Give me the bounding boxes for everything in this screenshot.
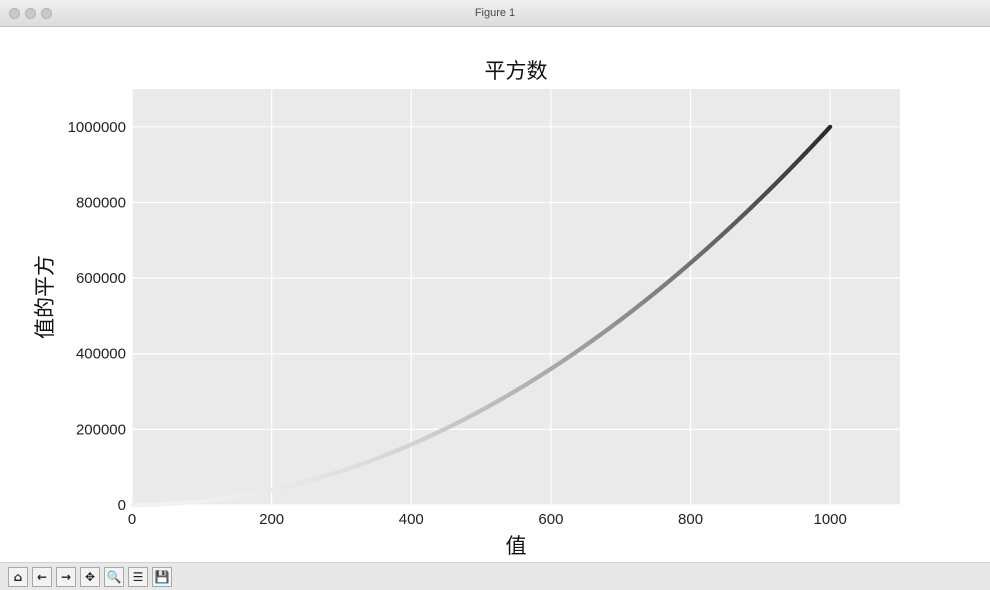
zoom-window-button[interactable] <box>41 8 52 19</box>
plot-area <box>132 89 900 505</box>
back-button[interactable]: ← <box>32 567 52 587</box>
window-title: Figure 1 <box>474 7 516 19</box>
navigation-toolbar: ⌂ ← → ✥ 🔍 ☰ 💾 <box>0 562 990 590</box>
x-tick-label: 800 <box>678 511 703 528</box>
window-titlebar: Figure 1 <box>0 0 990 27</box>
figure-canvas: 0 200 400 600 800 1000 0 200000 400000 600000 8000… <box>0 27 990 562</box>
y-tick-label: 400000 <box>76 346 126 363</box>
pan-button[interactable]: ✥ <box>80 567 100 587</box>
y-tick-label: 1000000 <box>68 119 126 136</box>
pan-icon: ✥ <box>84 570 96 584</box>
square-numbers-chart: 0 200 400 600 800 1000 0 200000 400000 600000 8000… <box>33 59 900 558</box>
save-icon: 💾 <box>154 570 170 584</box>
y-tick-label: 800000 <box>76 194 126 211</box>
home-icon: ⌂ <box>13 570 23 584</box>
forward-icon: → <box>60 570 72 584</box>
home-button[interactable]: ⌂ <box>8 567 28 587</box>
y-tick-label: 0 <box>118 497 126 514</box>
data-point <box>828 124 833 129</box>
zoom-icon: 🔍 <box>106 570 122 584</box>
y-axis-label: 值的平方 <box>33 255 57 339</box>
x-tick-label: 600 <box>538 511 563 528</box>
y-tick-label: 600000 <box>76 270 126 287</box>
zoom-button[interactable]: 🔍 <box>104 567 124 587</box>
minimize-window-button[interactable] <box>25 8 36 19</box>
back-icon: ← <box>36 570 48 584</box>
forward-button[interactable]: → <box>56 567 76 587</box>
save-button[interactable]: 💾 <box>152 567 172 587</box>
subplots-icon: ☰ <box>132 570 144 584</box>
x-tick-label: 200 <box>259 511 284 528</box>
y-tick-label: 200000 <box>76 421 126 438</box>
chart-title: 平方数 <box>485 59 548 83</box>
subplots-button[interactable]: ☰ <box>128 567 148 587</box>
x-tick-label: 400 <box>399 511 424 528</box>
close-window-button[interactable] <box>9 8 20 19</box>
x-tick-label: 0 <box>128 511 136 528</box>
x-tick-label: 1000 <box>813 511 846 528</box>
x-axis-label: 值 <box>506 534 527 558</box>
